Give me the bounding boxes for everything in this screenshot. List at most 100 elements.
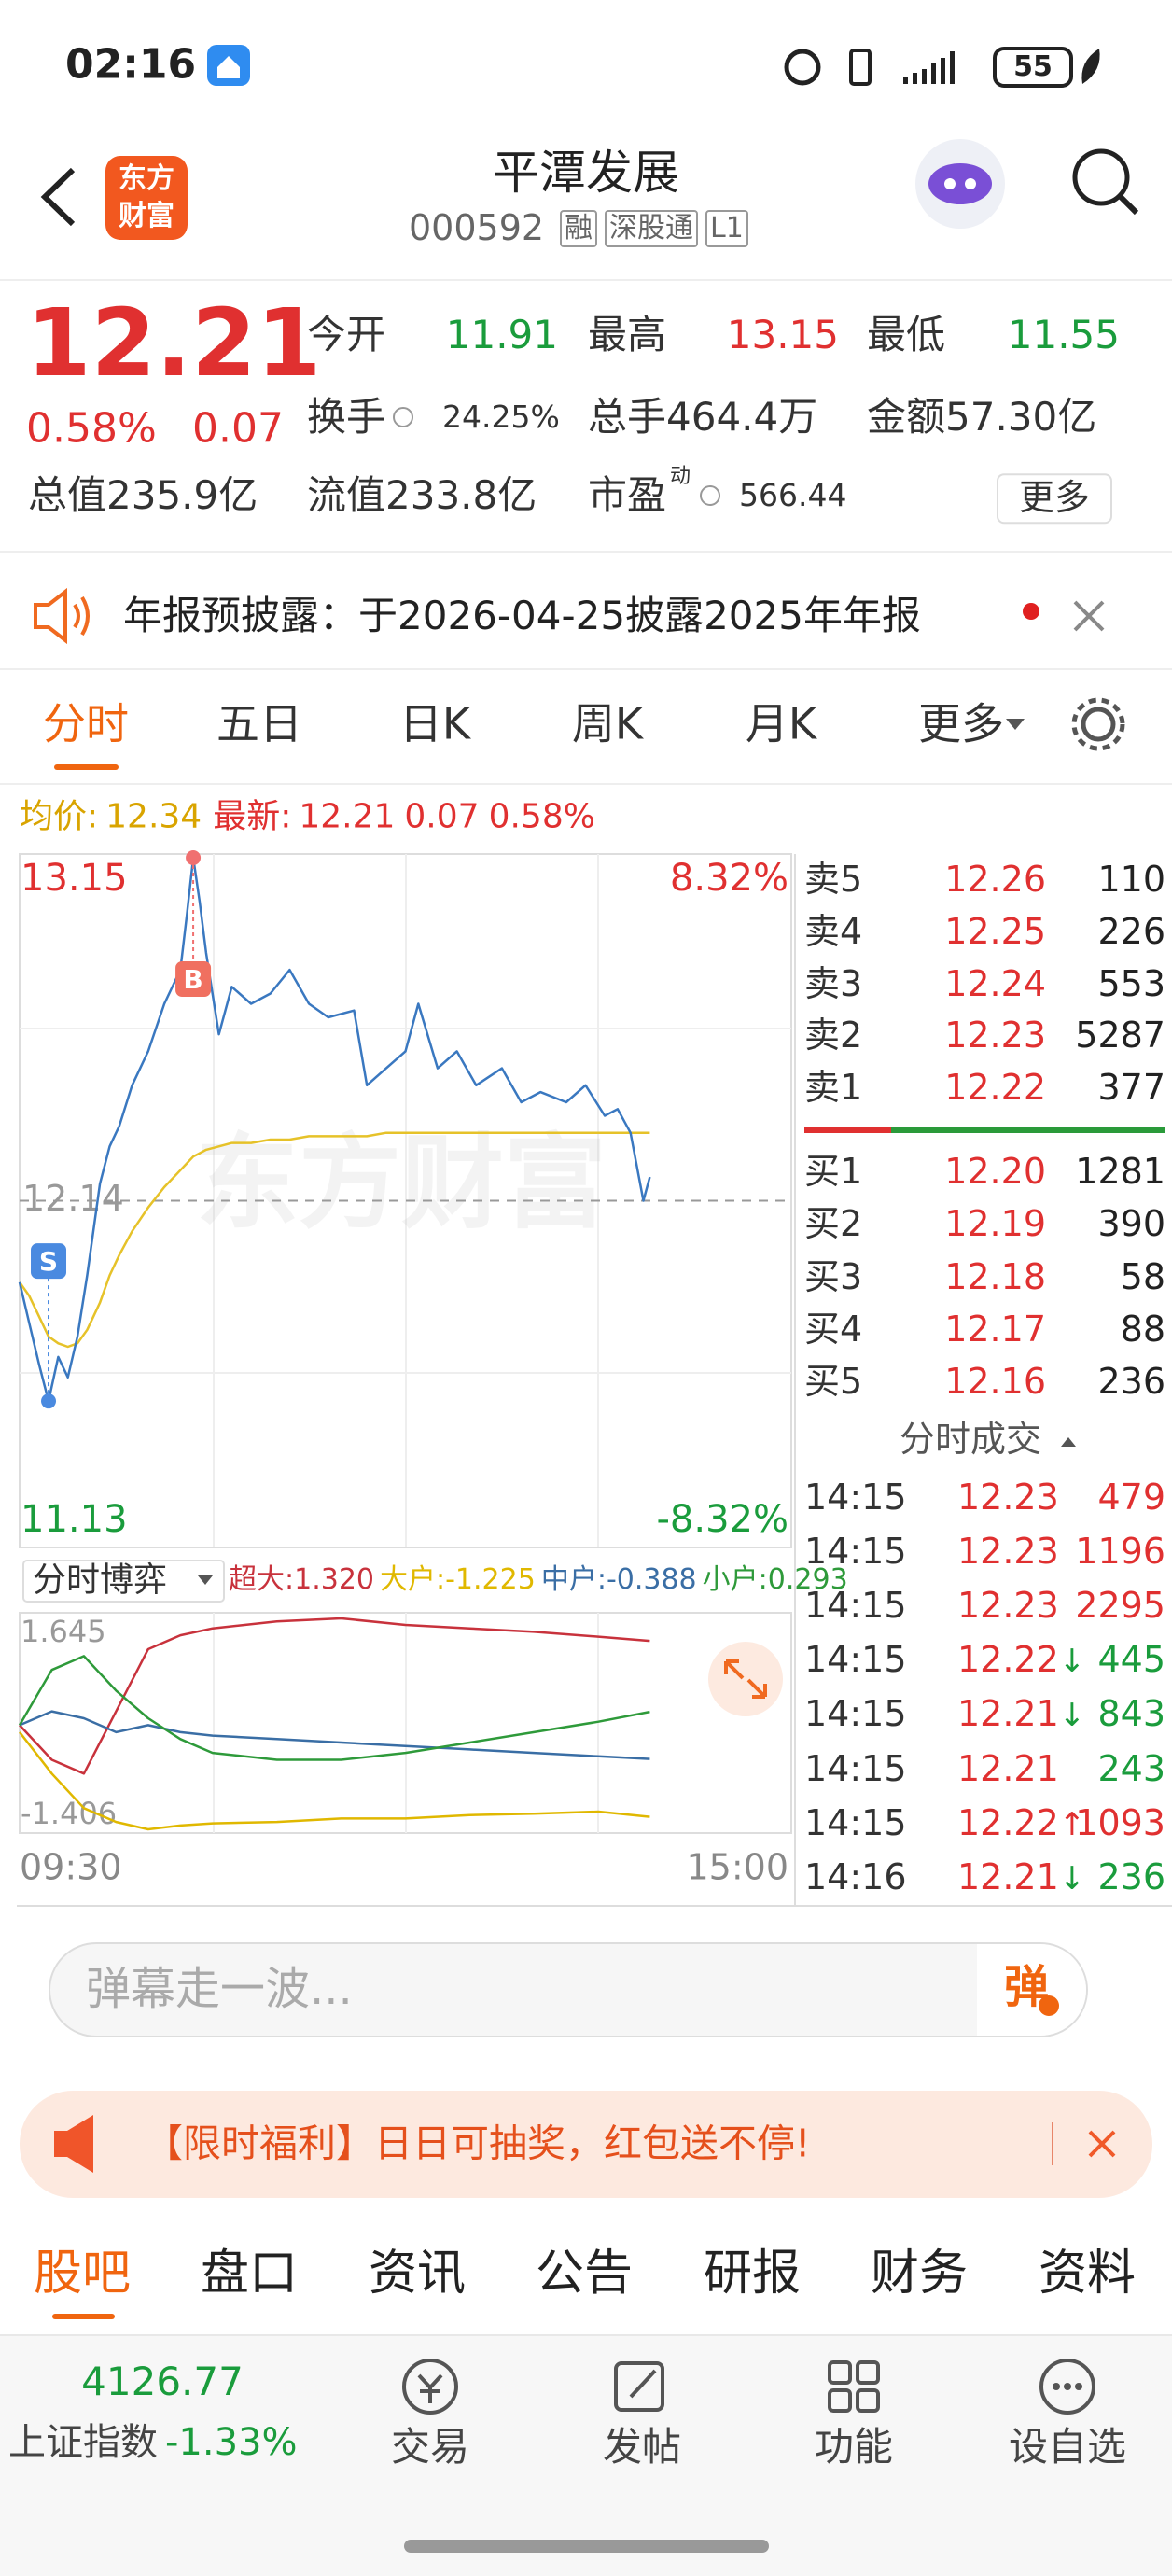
tab[interactable]: 分时 xyxy=(43,698,129,749)
text: 12.21 xyxy=(299,797,396,836)
notice-text[interactable]: 年报预披露：于2026-04-25披露2025年年报 xyxy=(123,592,921,638)
stock-name: 平潭发展 xyxy=(493,146,679,200)
sub-tab[interactable]: 资讯 xyxy=(368,2245,467,2302)
logo-text: 财富 xyxy=(119,200,174,232)
settings-button[interactable] xyxy=(1081,707,1116,742)
sub-tab[interactable]: 财务 xyxy=(870,2245,969,2302)
tab[interactable]: 日K xyxy=(398,698,471,749)
trade-price: 12.23 xyxy=(957,1477,1059,1519)
flow-title[interactable]: 分时博弈 xyxy=(33,1561,168,1600)
book-label: 买5 xyxy=(804,1361,863,1403)
text: 金额 xyxy=(867,393,946,440)
stat: 流值 233.8亿 xyxy=(307,472,537,519)
trade-arrow: ↓ xyxy=(1058,1860,1086,1898)
sub-tab[interactable]: 盘口 xyxy=(200,2245,299,2302)
flow-selector[interactable] xyxy=(22,1560,225,1603)
trade-price-cell: 12.23 xyxy=(957,1585,1059,1628)
stat-value: 566.44 xyxy=(739,477,847,514)
nav-item[interactable]: 发帖 xyxy=(602,2423,682,2470)
trade-volume: 243 xyxy=(1097,1748,1165,1790)
app-icon-glyph xyxy=(217,56,240,78)
legend-value: 1.320 xyxy=(294,1563,374,1596)
book-volume: 553 xyxy=(1097,963,1165,1005)
nav-item[interactable]: 设自选 xyxy=(1008,2423,1127,2470)
stat: 金额 57.30亿 xyxy=(867,394,1096,441)
ask-bar xyxy=(804,1127,891,1133)
sub-tab[interactable]: 研报 xyxy=(703,2245,802,2302)
danmu-button[interactable]: 弹 xyxy=(1003,1961,1050,2014)
book-price: 12.18 xyxy=(944,1256,1046,1298)
book-price: 12.19 xyxy=(944,1203,1046,1245)
home-indicator xyxy=(404,2540,769,2553)
sub-tab[interactable]: 股吧 xyxy=(33,2245,132,2302)
dropdown-icon[interactable] xyxy=(1006,719,1025,730)
unread-dot xyxy=(1023,603,1039,620)
flow-line xyxy=(19,1731,650,1831)
book-volume: 226 xyxy=(1097,911,1165,953)
info-icon[interactable] xyxy=(700,485,720,506)
tab[interactable]: 更多 xyxy=(918,698,1004,749)
book-volume: 110 xyxy=(1097,859,1165,901)
time-end: 15:00 xyxy=(686,1847,788,1888)
index-value[interactable]: 4126.77 xyxy=(81,2358,244,2404)
nav-item[interactable]: 功能 xyxy=(814,2423,894,2470)
trade-price: 12.23 xyxy=(957,1531,1059,1573)
book-price: 12.16 xyxy=(944,1361,1046,1403)
book-label: 买1 xyxy=(804,1151,863,1193)
close-notice[interactable] xyxy=(1073,600,1105,632)
flow-line xyxy=(19,1617,650,1775)
logo-text: 东方 xyxy=(119,162,174,195)
trade-price: 12.21 xyxy=(957,1748,1059,1790)
tab[interactable]: 五日 xyxy=(216,698,302,749)
book-volume: 236 xyxy=(1097,1361,1165,1403)
legend-value: 0.293 xyxy=(767,1563,848,1596)
back-button[interactable] xyxy=(40,167,76,227)
sub-tab[interactable]: 公告 xyxy=(535,2245,634,2302)
legend-name: 中户: xyxy=(540,1563,607,1596)
trades-title[interactable]: 分时成交 xyxy=(899,1419,1042,1461)
promo-banner[interactable] xyxy=(20,2091,1152,2198)
danmu-placeholder[interactable]: 弹幕走一波... xyxy=(86,1963,353,2016)
stat-label: 市盈 xyxy=(588,471,667,518)
last-price: 12.21 xyxy=(26,288,322,398)
legend-name: 超大: xyxy=(229,1563,295,1596)
danmu-input[interactable] xyxy=(49,1942,1088,2037)
trade-arrow: ↑ xyxy=(1058,1806,1086,1844)
up-pct-label: 8.32% xyxy=(670,857,788,900)
trade-price-cell: 12.22 ↓ xyxy=(957,1639,1085,1682)
text: -1.33% xyxy=(165,2421,298,2464)
price-summary: 均价: 12.34 最新: 12.21 0.07 0.58% xyxy=(20,796,595,836)
book-label: 买4 xyxy=(804,1309,863,1351)
trade-price-cell: 12.22 ↑ xyxy=(957,1802,1085,1845)
more-button[interactable]: 更多 xyxy=(996,473,1113,524)
legend-value: -0.388 xyxy=(606,1563,697,1596)
search-button[interactable] xyxy=(1072,148,1130,206)
stock-tag: 融 xyxy=(560,210,597,247)
book-label: 卖2 xyxy=(804,1015,863,1057)
battery-icon xyxy=(993,47,1073,88)
sub-tab[interactable]: 资料 xyxy=(1038,2245,1137,2302)
stock-tag: 深股通 xyxy=(605,210,698,247)
trade-price: 12.22 xyxy=(957,1802,1059,1844)
book-label: 卖4 xyxy=(804,911,863,953)
index-info: 上证指数 -1.33% xyxy=(8,2420,298,2465)
stock-tag: L1 xyxy=(705,210,748,247)
stat-label: 换手 xyxy=(307,393,386,440)
book-volume: 1281 xyxy=(1075,1151,1165,1193)
book-label: 卖1 xyxy=(804,1067,863,1109)
trade-arrow: ↓ xyxy=(1058,1697,1086,1735)
stat-sup: 动 xyxy=(670,464,691,488)
promo-text[interactable]: 【限时福利】日日可抽奖，红包送不停! xyxy=(145,2121,811,2166)
battery-level: 55 xyxy=(1013,50,1053,83)
flow-line xyxy=(19,1710,650,1760)
text: 0.07 xyxy=(404,797,480,836)
leaf-icon xyxy=(1081,49,1100,84)
stat-value: 11.91 xyxy=(445,311,558,357)
stat: 总手 464.4万 xyxy=(588,394,817,441)
info-icon[interactable] xyxy=(393,407,413,427)
close-promo[interactable] xyxy=(1088,2130,1116,2158)
nav-item[interactable]: 交易 xyxy=(390,2423,470,2470)
tab[interactable]: 周K xyxy=(571,698,644,749)
tab[interactable]: 月K xyxy=(745,698,817,749)
